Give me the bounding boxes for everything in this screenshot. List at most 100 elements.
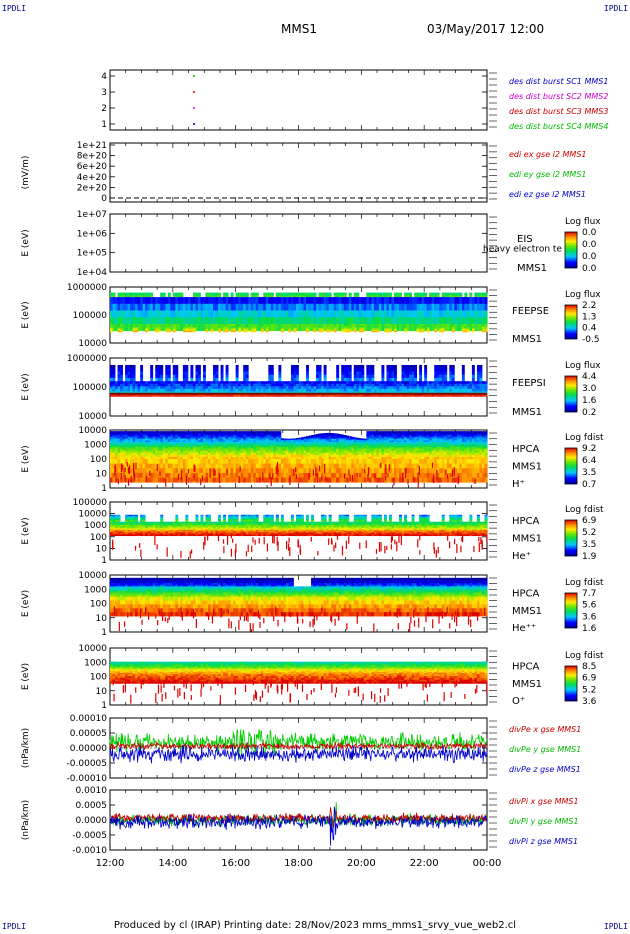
spectrogram-cell	[182, 303, 186, 311]
spectrogram-cell	[157, 433, 161, 436]
spectrogram-cell	[383, 294, 387, 296]
spectrogram-cell	[230, 296, 234, 298]
colorbar-tick-label: 1.3	[582, 312, 596, 322]
spectrogram-cell	[192, 303, 196, 311]
panel-frame-eis	[109, 213, 488, 273]
spectrogram-cell	[125, 292, 128, 294]
spectrogram-cell	[376, 383, 380, 387]
y-tick-label: 1	[101, 484, 107, 494]
spectrogram-cell	[197, 394, 201, 396]
spectrogram-cell	[454, 395, 458, 397]
spectrogram-cell	[175, 431, 179, 434]
spectrogram-cell	[484, 394, 488, 396]
spectrogram-cell	[313, 326, 317, 328]
spectrogram-cell	[157, 395, 161, 397]
spectrogram-cell	[145, 295, 149, 297]
spectrogram-cell	[175, 294, 179, 296]
spectrogram-cell	[195, 310, 199, 318]
spectrogram-cell	[288, 293, 292, 295]
spectrogram-cell	[311, 317, 314, 325]
spectrogram-cell	[288, 303, 292, 311]
spectrogram-cell	[421, 330, 425, 333]
spectrogram-cell	[127, 395, 131, 397]
spectrogram-cell	[278, 394, 282, 396]
spectrogram-cell	[152, 436, 156, 439]
spectrogram-cell	[411, 371, 415, 376]
spectrogram-cell	[441, 364, 445, 369]
spectrogram-cell	[321, 296, 325, 298]
spectrogram-cell	[245, 330, 249, 333]
spectrogram-cell	[230, 294, 234, 296]
spectrogram-cell	[388, 294, 392, 296]
spectrogram-cell	[419, 371, 423, 376]
spectrogram-cell	[177, 433, 181, 436]
spectrogram-cell	[313, 381, 317, 385]
spectrogram-cell	[388, 374, 392, 379]
spectrogram-cell	[416, 327, 420, 329]
spectrogram-cell	[346, 297, 350, 305]
spectrogram-cell	[283, 292, 287, 294]
spectrogram-cell	[210, 294, 214, 296]
spectrogram-cell	[122, 438, 126, 441]
spectrogram-cell	[436, 394, 440, 396]
spectrogram-cell	[399, 394, 402, 396]
spectrogram-cell	[436, 303, 440, 311]
spectrogram-cell	[218, 327, 221, 329]
spectrogram-cell	[414, 394, 418, 396]
spectrogram-cell	[180, 381, 184, 385]
spectrogram-cell	[125, 383, 128, 387]
spectrogram-cell	[336, 395, 340, 397]
spectrogram-cell	[182, 395, 186, 397]
spectrogram-cell	[170, 433, 174, 436]
spectrogram-cell	[451, 297, 455, 305]
spectrogram-cell	[197, 436, 201, 439]
spectrogram-cell	[223, 436, 227, 439]
spectrogram-cell	[479, 395, 483, 397]
spectrogram-cell	[177, 381, 181, 385]
spectrogram-cell	[202, 434, 206, 438]
spectrogram-cell	[285, 317, 289, 325]
spectrogram-cell	[361, 303, 365, 311]
spectrogram-cell	[213, 297, 216, 305]
spectrogram-cell	[476, 364, 480, 369]
spectrogram-cell	[185, 364, 189, 369]
spectrogram-cell	[268, 310, 272, 318]
spectrogram-cell	[278, 292, 282, 294]
spectrogram-cell	[394, 297, 397, 305]
spectrogram-cell	[238, 330, 242, 333]
spectrogram-cell	[175, 433, 179, 436]
spectrogram-cell	[466, 395, 470, 397]
spectrogram-cell	[175, 323, 179, 332]
spectrogram-cell	[223, 328, 227, 330]
spectrogram-cell	[346, 328, 350, 330]
burst-marker	[193, 123, 195, 125]
spectrogram-cell	[117, 328, 121, 330]
spectrogram-cell	[323, 386, 327, 390]
legend-entry: des dist burst SC3 MMS3	[509, 107, 608, 116]
spectrogram-cell	[446, 293, 450, 295]
spectrogram-cell	[288, 292, 292, 294]
spectrogram-cell	[215, 377, 219, 382]
spectrogram-cell	[140, 394, 144, 396]
spectrogram-cell	[205, 296, 209, 298]
spectrogram-cell	[177, 395, 181, 397]
spectrogram-cell	[192, 297, 196, 305]
spectrogram-cell	[122, 433, 126, 436]
spectrogram-cell	[343, 395, 347, 397]
spectrogram-cell	[112, 323, 116, 332]
spectrogram-cell	[220, 383, 224, 387]
spectrogram-cell	[295, 395, 299, 397]
spectrogram-cell	[142, 295, 146, 297]
spectrogram-cell	[230, 317, 234, 325]
spectrogram-cell	[328, 326, 332, 328]
spectrogram-cell	[388, 395, 392, 397]
spectrogram-cell	[429, 292, 433, 294]
spectrogram-cell	[213, 388, 216, 392]
spectrogram-cell	[429, 388, 433, 392]
spectrogram-cell	[127, 364, 131, 369]
spectrogram-cell	[213, 436, 216, 439]
spectrogram-cell	[255, 317, 259, 325]
spectrogram-cell	[358, 326, 362, 328]
spectrogram-cell	[280, 295, 284, 297]
spectrogram-cell	[195, 395, 199, 397]
